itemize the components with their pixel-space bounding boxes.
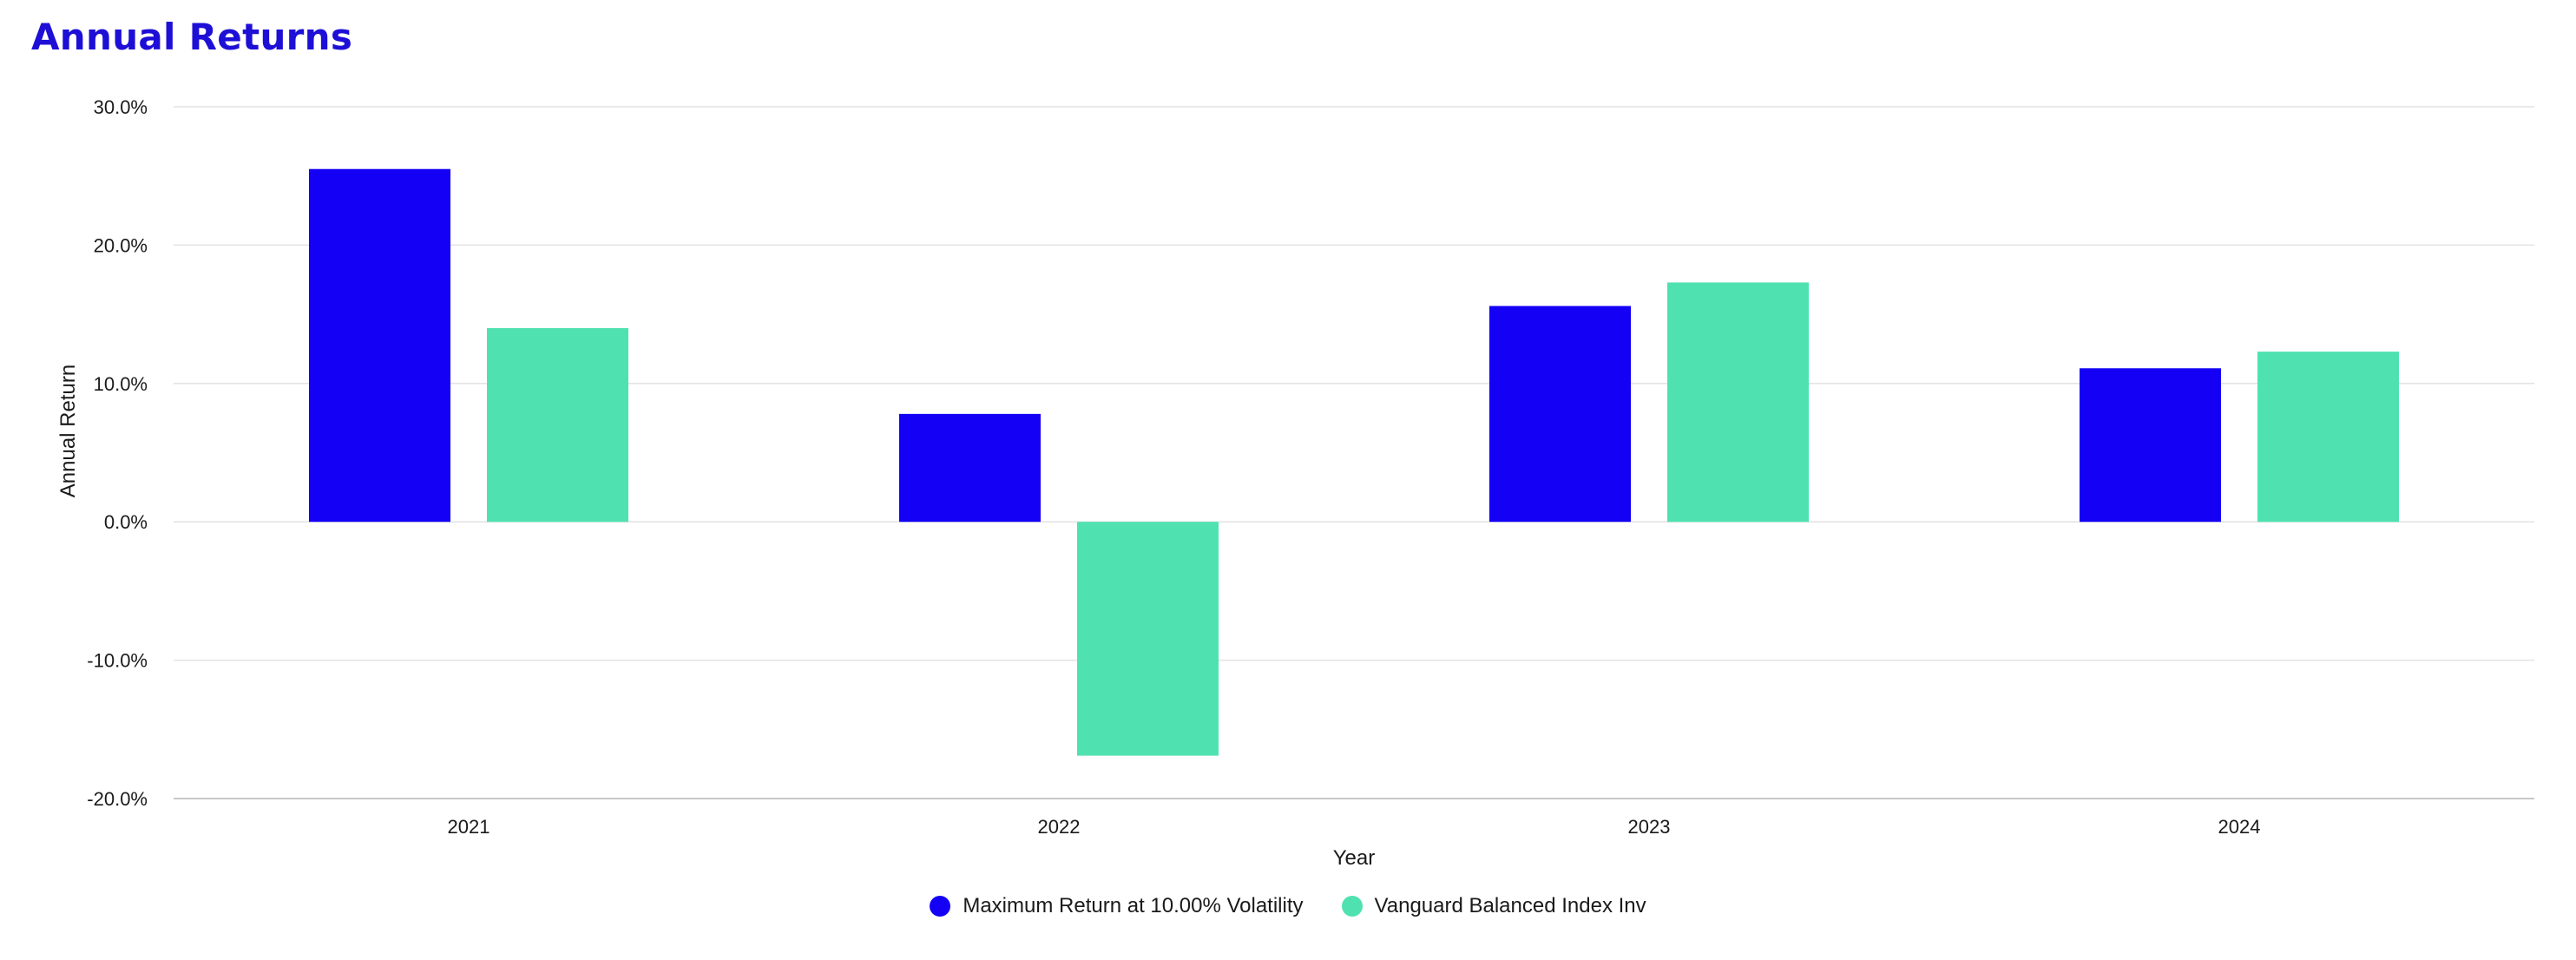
x-tick-label: 2024 <box>2218 816 2261 838</box>
bar-2024-series-1[interactable] <box>2080 368 2221 523</box>
y-axis-ticks: 30.0% 20.0% 10.0% 0.0% -10.0% -20.0% <box>87 96 148 810</box>
y-tick-label: 10.0% <box>94 373 148 395</box>
legend-swatch <box>1341 896 1363 917</box>
bar-2024-series-2[interactable] <box>2257 352 2399 523</box>
bar-2023-series-1[interactable] <box>1489 306 1631 523</box>
bar-2022-series-2[interactable] <box>1077 522 1219 756</box>
chart-title: Annual Returns <box>31 16 353 58</box>
legend-label: Maximum Return at 10.00% Volatility <box>963 894 1304 917</box>
legend: Maximum Return at 10.00% Volatility Vangu… <box>0 894 2576 918</box>
legend-swatch <box>930 896 951 917</box>
x-tick-label: 2022 <box>1038 816 1081 838</box>
x-tick-label: 2023 <box>1628 816 1671 838</box>
bar-2023-series-2[interactable] <box>1667 282 1809 523</box>
x-tick-label: 2021 <box>448 816 490 838</box>
bar-2022-series-1[interactable] <box>899 413 1041 523</box>
y-axis-title: Annual Return <box>56 365 80 497</box>
y-tick-label: 30.0% <box>94 96 148 118</box>
y-tick-label: 20.0% <box>94 234 148 256</box>
y-tick-label: -10.0% <box>87 650 148 672</box>
x-axis-ticks: 2021 2022 2023 2024 <box>448 816 2261 838</box>
bar-2021-series-1[interactable] <box>309 168 450 523</box>
bar-2021-series-2[interactable] <box>487 328 628 523</box>
legend-item[interactable]: Maximum Return at 10.00% Volatility <box>930 894 1304 918</box>
bars <box>309 168 2399 756</box>
legend-label: Vanguard Balanced Index Inv <box>1374 894 1646 917</box>
x-axis-title: Year <box>1333 846 1376 870</box>
legend-item[interactable]: Vanguard Balanced Index Inv <box>1341 894 1646 918</box>
y-tick-label: -20.0% <box>87 788 148 810</box>
y-tick-label: 0.0% <box>104 511 148 533</box>
